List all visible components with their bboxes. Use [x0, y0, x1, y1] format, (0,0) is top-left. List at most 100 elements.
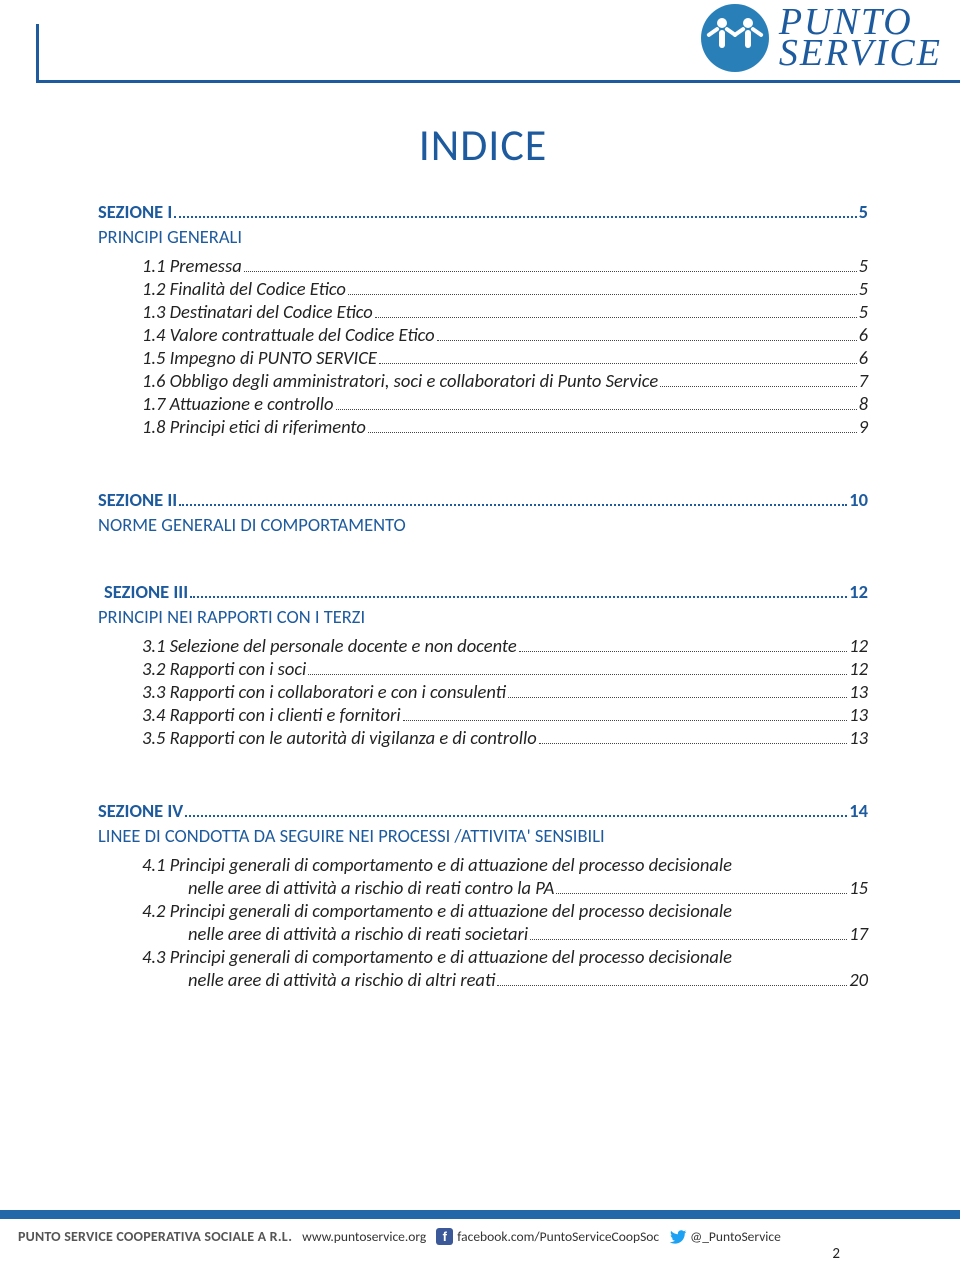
toc-item-multiline: 4.2 Principi generali di comportamento e…: [98, 899, 868, 945]
footer-company: PUNTO SERVICE COOPERATIVA SOCIALE A R.L.: [18, 1228, 292, 1245]
leader-dots: [174, 216, 856, 218]
toc-item-label: 3.2 Rapporti con i soci: [142, 657, 306, 680]
toc-item: 1.8 Principi etici di riferimento 9: [98, 415, 868, 438]
toc-item-label: 1.1 Premessa: [142, 254, 242, 277]
toc-item-label: 1.2 Finalità del Codice Etico: [142, 277, 346, 300]
toc-item-first-line: 4.3 Principi generali di comportamento e…: [142, 945, 868, 968]
toc-section-4-head: SEZIONE IV 14: [98, 799, 868, 822]
footer-facebook-text: facebook.com/PuntoServiceCoopSoc: [457, 1228, 659, 1245]
toc-item-label: 3.5 Rapporti con le autorità di vigilanz…: [142, 726, 537, 749]
page-number: 2: [832, 1245, 840, 1263]
toc-item: 3.1 Selezione del personale docente e no…: [98, 634, 868, 657]
toc-item: 1.4 Valore contrattuale del Codice Etico…: [98, 323, 868, 346]
leader-dots: [244, 271, 857, 272]
leader-dots: [375, 317, 857, 318]
toc-item-label: 1.8 Principi etici di riferimento: [142, 415, 366, 438]
toc-item-label: 1.7 Attuazione e controllo: [142, 392, 334, 415]
toc-item: 1.2 Finalità del Codice Etico 5: [98, 277, 868, 300]
toc-section-1-subtitle: PRINCIPI GENERALI: [98, 225, 868, 248]
toc-item-page: 20: [849, 968, 868, 991]
leader-dots: [660, 386, 856, 387]
toc-item: 1.3 Destinatari del Codice Etico 5: [98, 300, 868, 323]
toc-item-page: 13: [849, 726, 868, 749]
leader-dots: [539, 743, 848, 744]
logo-mark-icon: [701, 4, 769, 72]
toc-item-label: 3.1 Selezione del personale docente e no…: [142, 634, 517, 657]
toc-item-label: 3.3 Rapporti con i collaboratori e con i…: [142, 680, 506, 703]
toc-section-1-label: SEZIONE I: [98, 200, 172, 223]
toc-item-page: 6: [859, 346, 868, 369]
leader-dots: [185, 815, 847, 817]
toc-section-4-page: 14: [849, 799, 868, 822]
page: PUNTO SERVICE INDICE SEZIONE I 5 PRINCIP…: [0, 0, 960, 1267]
toc-item-first-line: 4.1 Principi generali di comportamento e…: [142, 853, 868, 876]
toc-section-3-page: 12: [849, 580, 868, 603]
toc-section-4-subtitle: LINEE DI CONDOTTA DA SEGUIRE NEI PROCESS…: [98, 824, 868, 847]
toc-item: 1.5 Impegno di PUNTO SERVICE 6: [98, 346, 868, 369]
toc-item-label: 1.3 Destinatari del Codice Etico: [142, 300, 373, 323]
leader-dots: [308, 674, 847, 675]
toc-item-page: 9: [859, 415, 868, 438]
leader-dots: [497, 985, 847, 986]
footer-twitter-text: @_PuntoService: [690, 1228, 781, 1245]
toc-item-cont-line: nelle aree di attività a rischio di reat…: [188, 922, 528, 945]
leader-dots: [519, 651, 847, 652]
toc-section-3-label: SEZIONE III: [104, 580, 188, 603]
footer-bar: [0, 1210, 960, 1219]
toc-section-2-head: SEZIONE II 10: [98, 488, 868, 511]
header-border-left: [36, 24, 39, 83]
leader-dots: [530, 939, 847, 940]
leader-dots: [190, 596, 847, 598]
toc-item-page: 5: [859, 277, 868, 300]
leader-dots: [336, 409, 857, 410]
toc-item-label: 1.5 Impegno di PUNTO SERVICE: [142, 346, 377, 369]
toc-item: 1.1 Premessa 5: [98, 254, 868, 277]
toc-section-2-page: 10: [849, 488, 868, 511]
toc-item-multiline: 4.1 Principi generali di comportamento e…: [98, 853, 868, 899]
facebook-icon: f: [436, 1228, 453, 1245]
toc-item-page: 13: [849, 680, 868, 703]
toc-item-first-line: 4.2 Principi generali di comportamento e…: [142, 899, 868, 922]
leader-dots: [437, 340, 857, 341]
toc-section-1-page: 5: [859, 200, 868, 223]
footer-facebook: f facebook.com/PuntoServiceCoopSoc: [436, 1228, 659, 1245]
leader-dots: [348, 294, 857, 295]
toc-item-label: 1.4 Valore contrattuale del Codice Etico: [142, 323, 435, 346]
toc-item-page: 17: [849, 922, 868, 945]
toc-item-page: 5: [859, 300, 868, 323]
toc-section-4-label: SEZIONE IV: [98, 799, 183, 822]
twitter-icon: [669, 1228, 686, 1245]
leader-dots: [556, 893, 847, 894]
content: INDICE SEZIONE I 5 PRINCIPI GENERALI 1.1…: [98, 118, 868, 991]
toc-section-2-label: SEZIONE II: [98, 488, 177, 511]
toc-item-page: 5: [859, 254, 868, 277]
toc-item: 1.6 Obbligo degli amministratori, soci e…: [98, 369, 868, 392]
toc-item-page: 12: [849, 657, 868, 680]
page-title: INDICE: [98, 118, 868, 172]
toc-item: 3.2 Rapporti con i soci 12: [98, 657, 868, 680]
toc-item-label: 3.4 Rapporti con i clienti e fornitori: [142, 703, 401, 726]
toc-item-page: 13: [849, 703, 868, 726]
toc-section-3-subtitle: PRINCIPI NEI RAPPORTI CON I TERZI: [98, 605, 868, 628]
leader-dots: [379, 363, 857, 364]
toc-item: 3.4 Rapporti con i clienti e fornitori 13: [98, 703, 868, 726]
toc-item-label: 1.6 Obbligo degli amministratori, soci e…: [142, 369, 658, 392]
leader-dots: [508, 697, 847, 698]
toc-item-page: 12: [849, 634, 868, 657]
leader-dots: [403, 720, 848, 721]
toc-item: 3.3 Rapporti con i collaboratori e con i…: [98, 680, 868, 703]
toc-section-3-head: SEZIONE III 12: [104, 580, 868, 603]
toc-item-page: 15: [849, 876, 868, 899]
logo-text: PUNTO SERVICE: [779, 7, 942, 69]
toc-item-multiline: 4.3 Principi generali di comportamento e…: [98, 945, 868, 991]
toc-item-page: 7: [859, 369, 868, 392]
toc-item-cont-line: nelle aree di attività a rischio di altr…: [188, 968, 495, 991]
header-border-top: [36, 80, 960, 83]
toc-item-page: 6: [859, 323, 868, 346]
footer: PUNTO SERVICE COOPERATIVA SOCIALE A R.L.…: [18, 1228, 942, 1245]
logo-line2: SERVICE: [779, 38, 942, 69]
leader-dots: [179, 504, 847, 506]
toc-section-2-subtitle: NORME GENERALI DI COMPORTAMENTO: [98, 513, 868, 536]
toc-section-1-head: SEZIONE I 5: [98, 200, 868, 223]
table-of-contents: SEZIONE I 5 PRINCIPI GENERALI 1.1 Premes…: [98, 200, 868, 991]
